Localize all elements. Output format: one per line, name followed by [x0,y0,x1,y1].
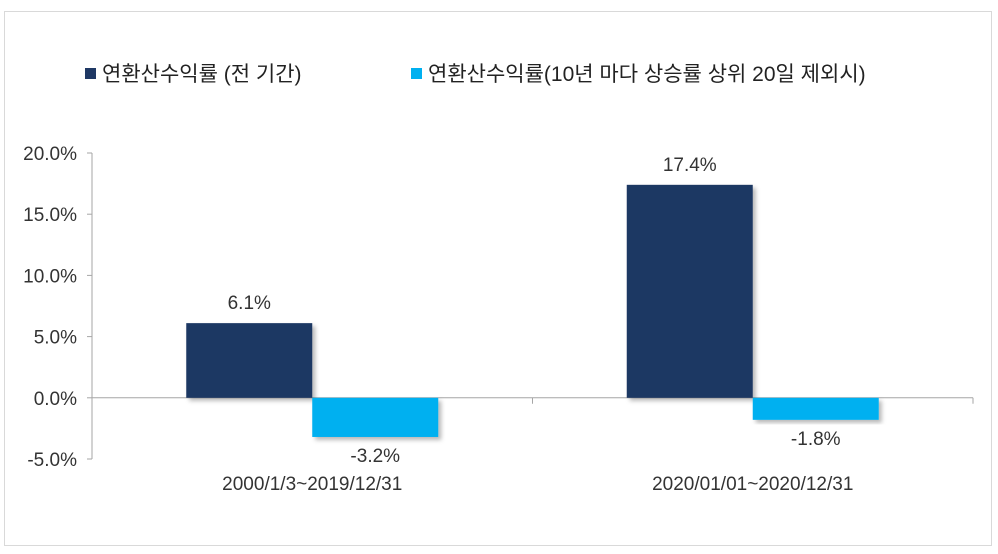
bar-series-1 [626,184,753,398]
y-tick-label: 15.0% [23,205,77,226]
data-label: 17.4% [663,155,717,176]
y-tick-label: 5.0% [34,328,77,349]
data-label: -3.2% [350,446,400,467]
legend-swatch-series-1 [85,67,96,79]
y-tick-label: 20.0% [23,144,77,165]
y-tick-label: 0.0% [34,389,77,410]
legend-item-series-1: 연환산수익률 (전 기간) [85,58,302,88]
bar-series-2 [752,397,879,420]
bar-series-1 [186,323,313,398]
x-category-label: 2020/01/01~2020/12/31 [652,474,853,495]
chart-frame [4,11,992,546]
bar-series-2 [312,397,439,437]
data-label: -1.8% [791,429,841,450]
x-category-label: 2000/1/3~2019/12/31 [222,474,402,495]
legend-label-series-2: 연환산수익률(10년 마다 상승률 상위 20일 제외시) [428,63,866,86]
legend-swatch-series-2 [411,67,422,79]
legend-item-series-2: 연환산수익률(10년 마다 상승률 상위 20일 제외시) [411,58,866,88]
data-label: 6.1% [228,293,271,314]
y-tick-label: -5.0% [27,450,77,471]
y-tick-label: 10.0% [23,266,77,287]
legend-label-series-1: 연환산수익률 (전 기간) [102,63,302,86]
